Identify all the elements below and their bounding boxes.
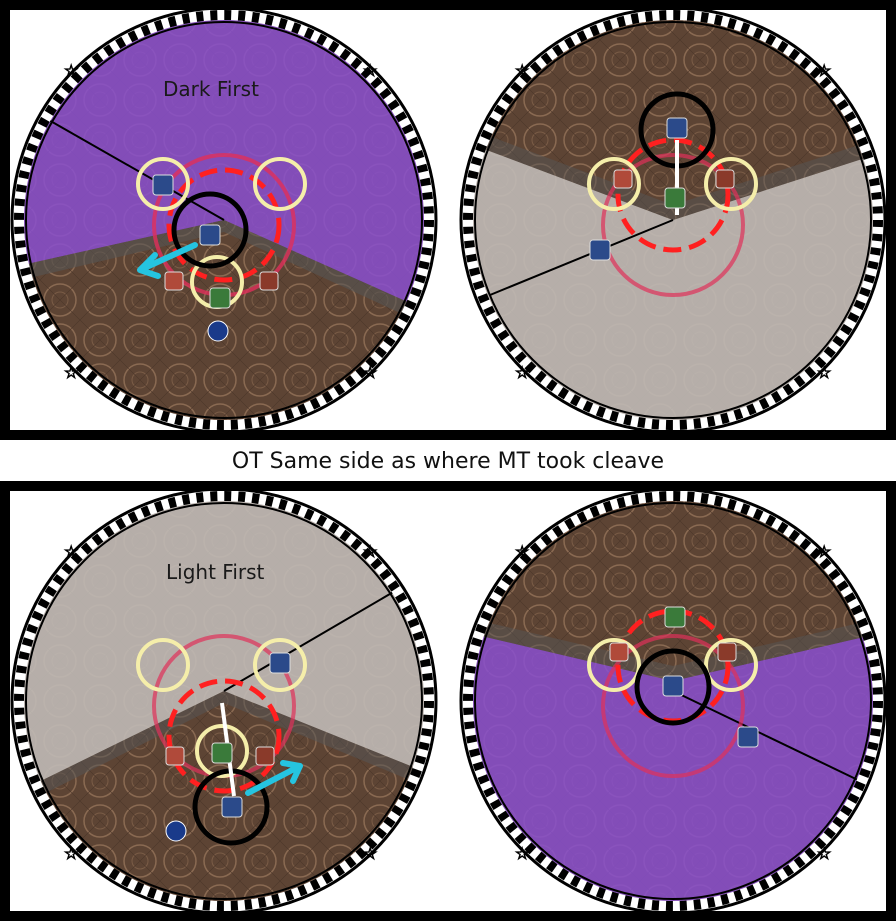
caster-dps-icon[interactable] (717, 642, 737, 662)
arena-top-right: ☆ ☆ ☆ ☆ (459, 6, 887, 434)
arena-label: Light First (166, 560, 265, 584)
svg-text:☆: ☆ (817, 846, 831, 863)
healer-icon[interactable] (209, 287, 231, 309)
ranged-dps-icon[interactable] (164, 271, 184, 291)
svg-text:☆: ☆ (515, 63, 529, 80)
healer-icon[interactable] (664, 187, 686, 209)
svg-text:☆: ☆ (363, 63, 377, 80)
svg-text:☆: ☆ (817, 544, 831, 561)
light-cleave-aoe (468, 140, 878, 425)
star-waymark-icon: ☆ (64, 63, 78, 80)
melee-dps-icon[interactable] (662, 675, 684, 697)
svg-text:☆: ☆ (64, 365, 78, 382)
light-cleave-aoe (19, 496, 429, 801)
svg-text:☆: ☆ (363, 544, 377, 561)
ranged-dps-icon[interactable] (165, 746, 185, 766)
caster-dps-icon[interactable] (259, 271, 279, 291)
svg-text:☆: ☆ (817, 63, 831, 80)
svg-text:☆: ☆ (515, 846, 529, 863)
arena-top-left: Dark First ☆ ☆ ☆ ☆ (10, 6, 438, 434)
tower-ring-ne (253, 157, 307, 211)
top-panel-canvas: Dark First ☆ ☆ ☆ ☆ (10, 6, 887, 434)
healer-icon[interactable] (211, 742, 233, 764)
move-arrow (137, 242, 198, 279)
arena-bottom-left: Light First ☆ ☆ ☆ ☆ (10, 487, 438, 915)
svg-text:☆: ☆ (817, 365, 831, 382)
healer-icon[interactable] (664, 606, 686, 628)
dark-cleave-aoe (19, 15, 429, 320)
svg-text:☆: ☆ (363, 846, 377, 863)
tank-icon[interactable] (737, 726, 759, 748)
caster-dps-icon[interactable] (715, 169, 735, 189)
move-arrow (245, 760, 303, 796)
svg-text:☆: ☆ (515, 365, 529, 382)
top-panel: Dark First ☆ ☆ ☆ ☆ (0, 0, 896, 440)
svg-text:☆: ☆ (515, 544, 529, 561)
tank-icon[interactable] (199, 224, 221, 246)
bottom-panel: Light First ☆ ☆ ☆ ☆ (0, 481, 896, 921)
ranged-dps-icon[interactable] (613, 169, 633, 189)
boss-marker-icon (165, 820, 187, 842)
svg-text:☆: ☆ (64, 846, 78, 863)
player-circle (171, 191, 249, 269)
boss-marker-icon (207, 320, 229, 342)
melee-dps-icon[interactable] (666, 117, 688, 139)
melee-dps-icon[interactable] (269, 652, 291, 674)
melee-dps-icon[interactable] (152, 174, 174, 196)
tower-ring-nw (136, 157, 190, 211)
tank-icon[interactable] (221, 796, 243, 818)
svg-text:☆: ☆ (363, 365, 377, 382)
arena-bottom-right: ☆ ☆ ☆ ☆ (459, 487, 887, 915)
caption: OT Same side as where MT took cleave (231, 449, 665, 474)
ranged-dps-icon[interactable] (609, 642, 629, 662)
bottom-panel-canvas: Light First ☆ ☆ ☆ ☆ (10, 487, 887, 915)
caster-dps-icon[interactable] (255, 746, 275, 766)
svg-text:☆: ☆ (64, 544, 78, 561)
arena-label: Dark First (163, 77, 259, 101)
tank-icon[interactable] (589, 239, 611, 261)
